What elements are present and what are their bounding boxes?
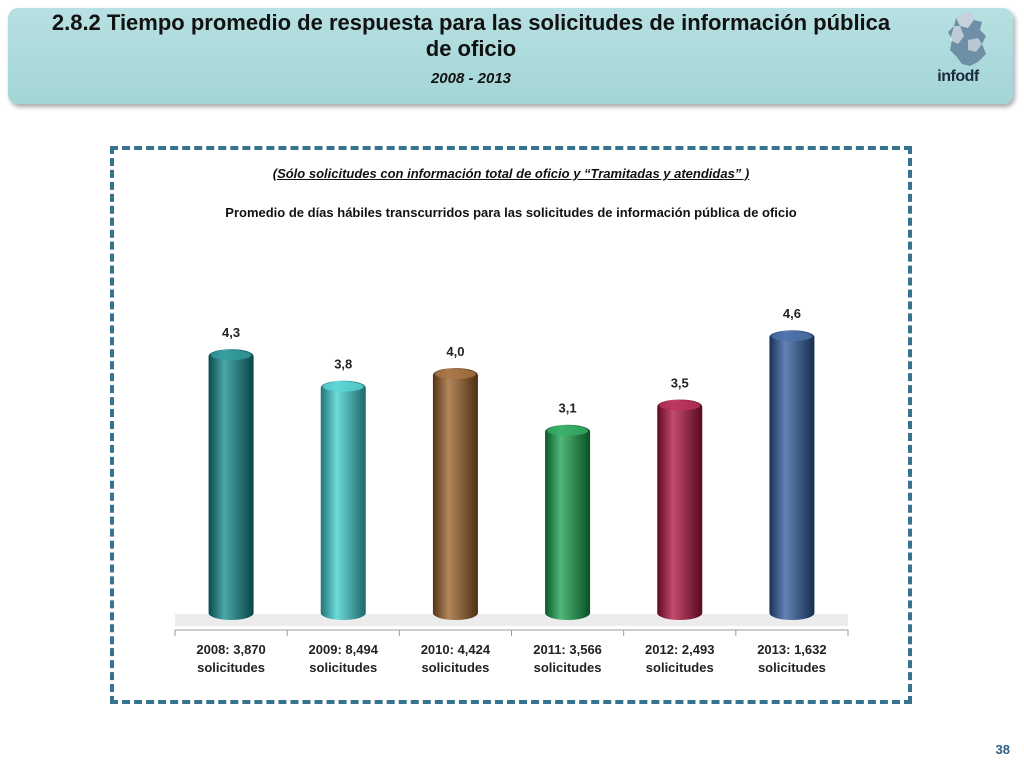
bar-1: [320, 380, 366, 620]
category-label-4: 2012: 2,493 solicitudes: [645, 642, 714, 675]
info-df-logo: [948, 12, 986, 66]
logo-wordmark: infodf: [937, 68, 979, 85]
value-label-3: 3,1: [559, 401, 577, 416]
title-banner: [8, 8, 1013, 104]
value-label-0: 4,3: [222, 325, 240, 340]
page-number: 38: [995, 742, 1010, 757]
chart-title: Promedio de días hábiles transcurridos p…: [225, 205, 797, 220]
category-label-3: 2011: 3,566 solicitudes: [533, 642, 602, 675]
category-label-2: 2010: 4,424 solicitudes: [421, 642, 491, 675]
year-range: 2008 - 2013: [430, 70, 512, 87]
chart-subtitle: (Sólo solicitudes con información total …: [272, 166, 750, 181]
value-label-2: 4,0: [446, 344, 464, 359]
category-label-0: 2008: 3,870 solicitudes: [196, 642, 265, 675]
category-label-5: 2013: 1,632 solicitudes: [757, 642, 826, 675]
value-label-4: 3,5: [671, 376, 689, 391]
value-label-1: 3,8: [334, 357, 352, 372]
bar-2: [432, 368, 478, 620]
bar-5: [769, 330, 815, 620]
chart-floor: [175, 614, 848, 626]
bar-0: [208, 349, 254, 620]
category-label-1: 2009: 8,494 solicitudes: [309, 642, 379, 675]
chart-frame: [110, 146, 912, 704]
bar-3: [545, 424, 591, 620]
page-title: 2.8.2 Tiempo promedio de respuesta para …: [51, 10, 891, 61]
value-label-5: 4,6: [783, 306, 801, 321]
bar-4: [657, 399, 703, 620]
